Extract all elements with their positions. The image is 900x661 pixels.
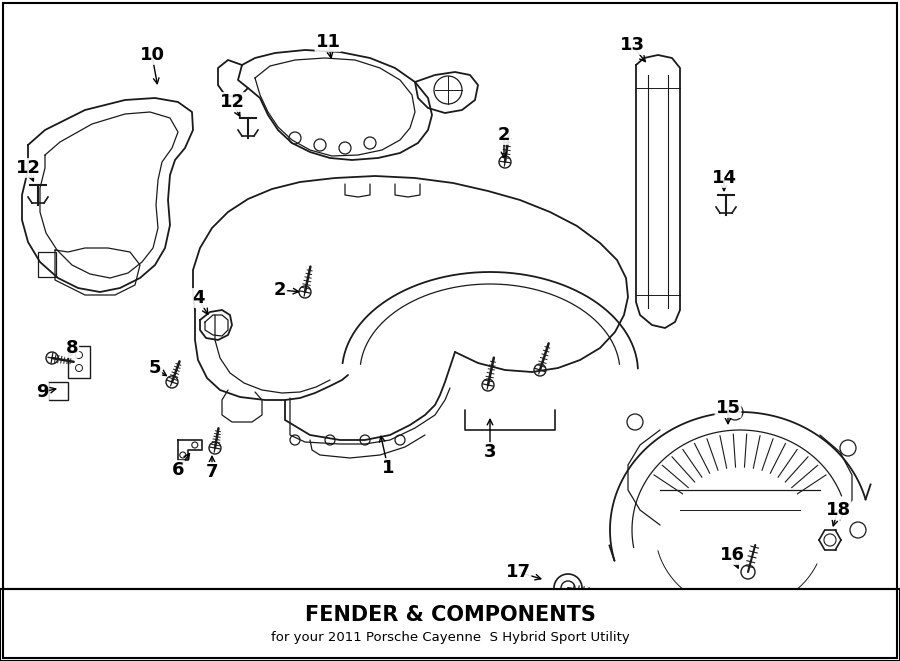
Text: 8: 8 (66, 339, 78, 357)
Text: 17: 17 (506, 563, 530, 581)
Text: 2: 2 (274, 281, 286, 299)
Text: 11: 11 (316, 33, 340, 51)
Text: 4: 4 (192, 289, 204, 307)
Bar (68, 346, 90, 378)
Text: 13: 13 (619, 36, 644, 54)
Text: 5: 5 (148, 359, 161, 377)
Text: FENDER & COMPONENTS: FENDER & COMPONENTS (304, 605, 596, 625)
Text: 15: 15 (716, 399, 741, 417)
Text: 6: 6 (172, 461, 184, 479)
Text: 18: 18 (825, 501, 850, 519)
Text: 9: 9 (36, 383, 49, 401)
Text: 12: 12 (15, 159, 40, 177)
Bar (38, 252, 56, 277)
Text: 12: 12 (220, 93, 245, 111)
Bar (0, 589, 900, 661)
Text: 1: 1 (382, 459, 394, 477)
Text: 3: 3 (484, 443, 496, 461)
Bar (48, 382, 68, 400)
Text: 14: 14 (712, 169, 736, 187)
Text: 7: 7 (206, 463, 218, 481)
Text: for your 2011 Porsche Cayenne  S Hybrid Sport Utility: for your 2011 Porsche Cayenne S Hybrid S… (271, 631, 629, 644)
Text: 16: 16 (719, 546, 744, 564)
Text: 2: 2 (498, 126, 510, 144)
Text: 10: 10 (140, 46, 165, 64)
